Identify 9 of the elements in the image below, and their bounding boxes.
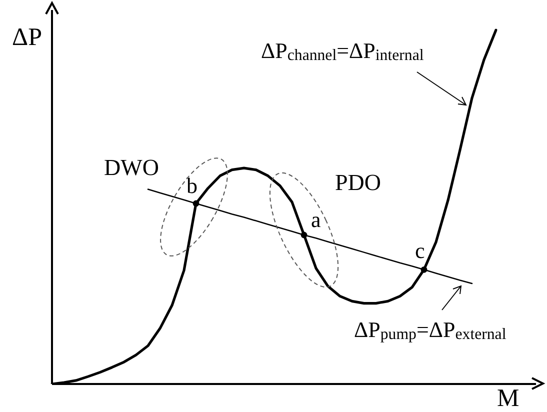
annotation: PDO	[335, 170, 382, 195]
annotation: a	[311, 206, 321, 232]
annotation: DWO	[104, 155, 159, 180]
annotation: ΔP$_{pump}$=ΔP$_{external}$	[354, 317, 506, 343]
annotation: b	[186, 173, 198, 198]
annotation: c	[415, 238, 425, 263]
x-axis-title: M	[497, 385, 520, 412]
annotation: ΔP$_{channel}$=ΔP$_{internal}$	[261, 38, 424, 64]
y-axis-title: ΔP	[12, 24, 42, 51]
